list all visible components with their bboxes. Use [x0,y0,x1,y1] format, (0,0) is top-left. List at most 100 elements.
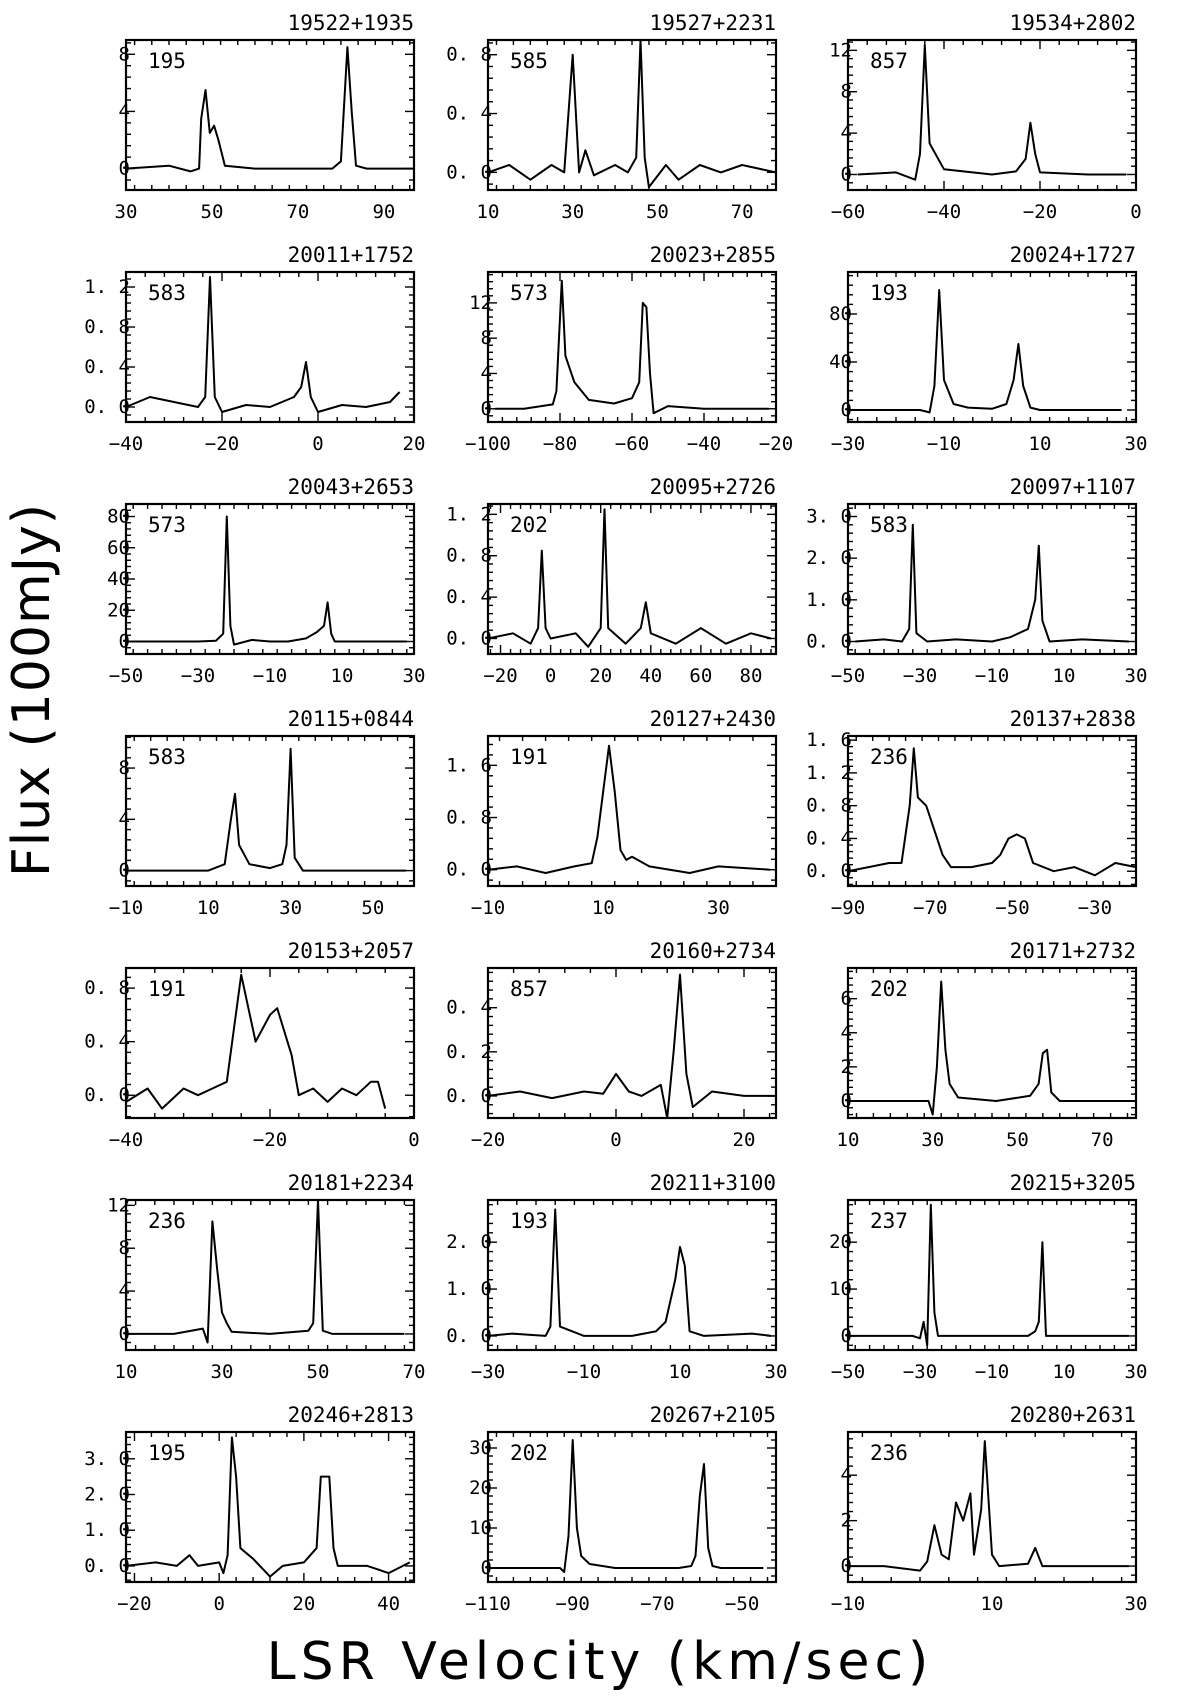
spectrum-panel: 10 30 50 70 0. 0 0. 4 0. 8 19527+2231 585 [446,11,778,223]
x-tick-label: −50 [831,665,865,687]
panel-label: 583 [148,281,186,305]
y-tick-label: 0. 4 [446,586,492,608]
spectrum-line [125,276,401,413]
spectrum-panel: −20 0 20 40 60 80 0. 0 0. 4 0. 8 1. 2 20095+2726 20… [446,475,778,687]
panel-title: 20097+1107 [1010,475,1136,499]
x-tick-label: −40 [687,433,721,455]
spectrum-panel: −10 10 30 50 0 4 8 20115+0844 583 [109,707,416,919]
panel-title: 20215+3205 [1010,1171,1136,1195]
spectrum-line [125,46,414,173]
x-tick-label: 80 [740,665,763,687]
y-tick-label: 0 [481,1557,492,1579]
panel-title: 20095+2726 [650,475,776,499]
x-tick-label: −60 [831,201,865,223]
y-tick-label: 2 [841,1510,852,1532]
y-tick-label: 0 [841,1090,852,1112]
panel-title: 20115+0844 [288,707,414,731]
panel-frame [846,502,1138,656]
x-tick-label: 0 [545,665,556,687]
y-tick-label: 1. 0 [84,1519,130,1541]
x-tick-label: −10 [927,433,961,455]
x-tick-label: −50 [831,1361,865,1383]
panel-label: 195 [148,1441,186,1465]
panel-grid: 30 50 70 90 0 4 8 19522+1935 195 10 30 50 70 0. 0 0. 4… [84,11,1147,1615]
y-tick-label: 0 [841,1325,852,1347]
x-tick-label: 10 [197,897,220,919]
x-tick-label: −20 [205,433,239,455]
y-tick-label: 4 [119,1280,130,1302]
panel-title: 20024+1727 [1010,243,1136,267]
x-tick-label: 20 [733,1129,756,1151]
y-tick-label: 0. 0 [446,1325,492,1347]
y-tick-label: 1. 6 [446,754,492,776]
spectrum-line [848,289,1122,414]
panel-label: 573 [510,281,548,305]
y-tick-label: 4 [481,362,492,384]
panel-title: 20280+2631 [1010,1403,1136,1427]
y-tick-label: 0. 4 [84,1031,130,1053]
y-tick-label: 0. 4 [446,997,492,1019]
y-tick-label: 80 [107,506,130,528]
x-tick-label: 10 [981,1593,1004,1615]
y-tick-label: 0 [841,163,852,185]
panel-frame [486,734,778,888]
x-tick-label: −70 [640,1593,674,1615]
y-tick-label: 4 [119,808,130,830]
y-tick-label: 0. 4 [446,103,492,125]
x-tick-label: 40 [377,1593,400,1615]
spectrum-panel: −110 −90 −70 −50 0 10 20 30 20267+2105 202 [465,1403,778,1615]
x-tick-label: 50 [646,201,669,223]
y-tick-label: 0 [481,398,492,420]
y-tick-label: 4 [841,122,852,144]
panel-title: 20246+2813 [288,1403,414,1427]
x-tick-label: 60 [689,665,712,687]
x-tick-label: −30 [831,433,865,455]
x-tick-label: 20 [403,433,426,455]
x-tick-label: −90 [831,897,865,919]
x-tick-label: 0 [213,1593,224,1615]
y-tick-label: 10 [469,1517,492,1539]
spectrum-panel: −20 0 20 0. 0 0. 2 0. 4 20160+2734 857 [446,939,778,1151]
y-tick-label: 0 [119,1323,130,1345]
y-tick-label: 0. 8 [446,545,492,567]
x-tick-label: −100 [465,433,511,455]
panel-frame [124,734,416,888]
x-tick-label: −10 [975,665,1009,687]
y-tick-label: 1. 2 [446,503,492,525]
x-tick-label: −40 [927,201,961,223]
x-tick-label: 10 [115,1361,138,1383]
x-tick-label: 30 [1125,1593,1148,1615]
x-tick-label: −50 [725,1593,759,1615]
y-tick-label: 0. 2 [446,1041,492,1063]
panel-title: 20023+2855 [650,243,776,267]
y-tick-label: 40 [107,568,130,590]
panel-label: 202 [870,977,908,1001]
spectrum-line [126,515,407,646]
panel-frame [846,1430,1138,1584]
y-tick-label: 0 [841,1555,852,1577]
panel-label: 195 [148,49,186,73]
y-tick-label: 8 [119,757,130,779]
x-tick-label: −10 [253,665,287,687]
panel-title: 20011+1752 [288,243,414,267]
x-tick-label: −30 [903,1361,937,1383]
y-tick-label: 2. 0 [84,1484,130,1506]
y-tick-label: 0 [119,631,130,653]
spectrum-line [126,747,406,872]
y-tick-label: 8 [119,1237,130,1259]
spectrum-panel: −100 −80 −60 −40 −20 0 4 8 12 20023+2855 573 [465,243,793,455]
panel-frame [486,502,778,656]
panel-title: 20043+2653 [288,475,414,499]
x-tick-label: 20 [292,1593,315,1615]
x-tick-label: 0 [610,1129,621,1151]
spectrum-panel: −30 −10 10 30 0. 0 1. 0 2. 0 20211+3100 193 [446,1171,787,1383]
y-tick-label: 1. 2 [84,276,130,298]
x-tick-label: 30 [1125,665,1148,687]
panel-label: 193 [870,281,908,305]
panel-label: 236 [870,745,908,769]
y-tick-label: 0. 8 [806,795,852,817]
panel-title: 20171+2732 [1010,939,1136,963]
panel-label: 236 [870,1441,908,1465]
panel-label: 193 [510,1209,548,1233]
